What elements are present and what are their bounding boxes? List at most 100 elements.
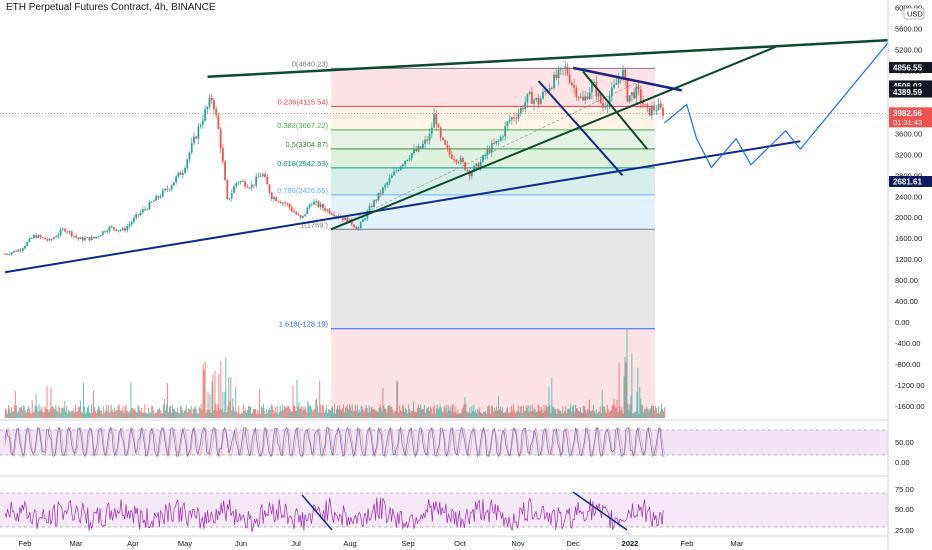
volume-bar [562, 405, 564, 418]
candle-body [502, 136, 504, 138]
candle-body [630, 92, 633, 96]
candle-body [135, 214, 138, 218]
candle-body [590, 82, 593, 93]
candle-body [26, 241, 29, 246]
volume-bar [383, 405, 385, 418]
volume-bar [359, 412, 361, 418]
candle-body [517, 113, 520, 119]
volume-bar [143, 412, 145, 418]
currency-box[interactable] [903, 7, 925, 20]
volume-bar [396, 380, 398, 418]
candle-body [550, 87, 553, 89]
candle-body [462, 157, 464, 163]
candle-body [215, 109, 218, 116]
candle-body [275, 197, 278, 202]
candle-body [284, 202, 286, 204]
volume-bar [69, 410, 71, 418]
volume-bar [250, 406, 252, 418]
volume-bar [553, 406, 555, 418]
candle-body [39, 235, 42, 238]
candle-body [219, 129, 222, 149]
candle-body [582, 96, 584, 101]
volume-bar [604, 409, 606, 418]
candle-body [622, 69, 624, 80]
volume-bar [35, 394, 37, 418]
y-tick-label: 2400.00 [895, 192, 922, 201]
volume-bar [15, 405, 17, 418]
volume-bar [218, 373, 220, 418]
volume-bar [195, 409, 197, 418]
volume-bar [37, 411, 39, 418]
volume-bar [180, 406, 182, 418]
volume-bar [196, 413, 198, 418]
volume-bar [418, 408, 420, 418]
y-tick-label: 5600.00 [895, 25, 922, 34]
volume-bar [285, 407, 287, 418]
candle-body [499, 136, 502, 141]
volume-bar [55, 404, 57, 418]
volume-bar [660, 410, 662, 418]
volume-bar [622, 413, 624, 418]
volume-bar [272, 409, 274, 418]
volume-bar [446, 411, 448, 418]
volume-bar [315, 400, 317, 418]
volume-bar [554, 408, 556, 418]
volume-bar [11, 411, 13, 418]
volume-bar [653, 405, 655, 418]
candle-body [235, 182, 238, 187]
candle-body [206, 106, 209, 110]
volume-bar [84, 406, 86, 418]
osc2-level-label: 25.00 [895, 526, 914, 535]
volume-bar [221, 409, 223, 418]
volume-bar [320, 404, 322, 418]
candle-body [428, 133, 431, 141]
volume-bar [43, 412, 45, 418]
candle-body [197, 126, 200, 139]
volume-bar [644, 409, 646, 418]
volume-bar [641, 404, 643, 418]
volume-bar [304, 409, 306, 418]
volume-bar [475, 409, 477, 418]
volume-bar [109, 411, 111, 418]
candle-body [286, 203, 289, 205]
volume-bar [621, 407, 623, 418]
x-tick-label: Mar [731, 539, 744, 548]
volume-bar [512, 404, 514, 418]
volume-bar [408, 404, 410, 418]
volume-bar [237, 413, 239, 418]
volume-bar [344, 407, 346, 418]
x-tick-label: Apr [127, 539, 139, 548]
candle-body [344, 217, 347, 221]
candle-body [346, 217, 349, 224]
volume-bar [458, 413, 460, 418]
candle-body [599, 93, 602, 103]
candle-body [390, 175, 393, 179]
volume-bar [66, 405, 68, 418]
candle-body [515, 118, 518, 120]
volume-bar [169, 407, 171, 418]
volume-bar [14, 391, 16, 418]
volume-bar [282, 410, 284, 418]
candle-body [542, 91, 544, 99]
volume-bar [171, 405, 173, 418]
candle-body [659, 103, 662, 108]
candle-body [297, 214, 300, 216]
volume-bar [530, 411, 532, 418]
volume-bar [224, 391, 226, 418]
volume-bar [558, 408, 560, 418]
volume-bar [438, 407, 440, 418]
volume-bar [513, 409, 515, 418]
volume-bar [44, 406, 46, 418]
volume-bar [90, 404, 92, 418]
candle-body [35, 235, 38, 238]
resistance-trendline [207, 38, 890, 79]
volume-bar [528, 412, 530, 418]
volume-bar [584, 409, 586, 418]
volume-bar [656, 408, 658, 418]
volume-bar [499, 409, 500, 418]
volume-bar [552, 407, 554, 418]
volume-bar [373, 409, 375, 418]
volume-bar [647, 408, 649, 418]
candles [4, 61, 664, 256]
